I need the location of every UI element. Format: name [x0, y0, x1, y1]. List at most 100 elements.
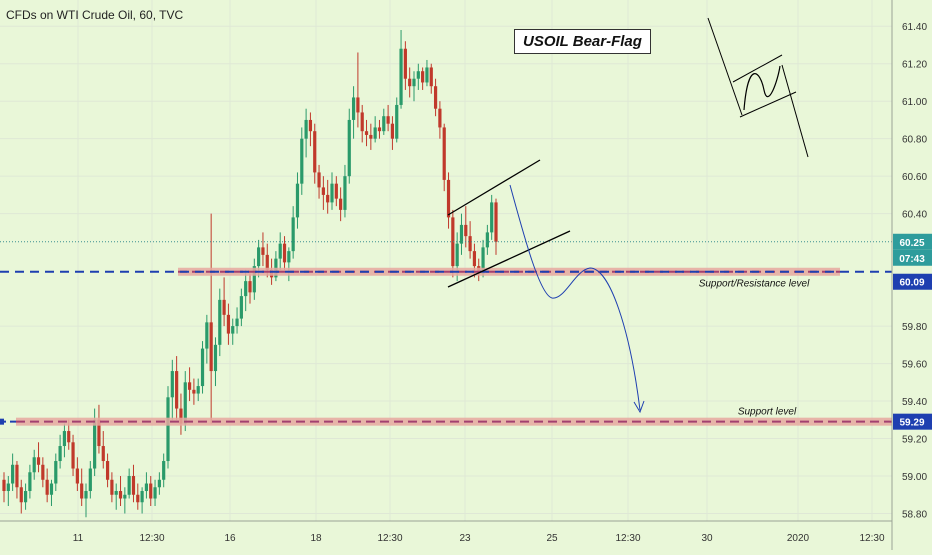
candle-body	[231, 326, 235, 334]
candle-body	[11, 464, 15, 484]
price-tick-label: 60.60	[902, 172, 927, 183]
candle-body	[15, 464, 19, 488]
candle-body	[455, 243, 459, 267]
candle-body	[330, 183, 334, 203]
candle-body	[6, 483, 10, 492]
candle-body	[421, 71, 425, 83]
candle-body	[343, 176, 347, 210]
candle-body	[278, 243, 282, 259]
last-price-tag-box	[893, 233, 932, 250]
countdown-tag: 07:43	[899, 254, 925, 265]
candle-body	[412, 78, 416, 87]
candle-body	[67, 431, 71, 443]
candle-body	[451, 217, 455, 267]
projected-path	[509, 184, 641, 411]
candle-body	[399, 48, 403, 105]
candle-body	[464, 224, 468, 237]
candle-body	[308, 119, 313, 132]
candle-body	[257, 247, 261, 267]
candle-body	[144, 483, 149, 492]
candle-body	[490, 202, 494, 233]
candle-body	[317, 172, 321, 188]
candle-body	[179, 408, 183, 424]
candle-body	[442, 127, 446, 180]
candle-body	[36, 457, 41, 465]
candle-body	[239, 296, 243, 319]
flag-lower-line	[447, 230, 571, 288]
price-tick-label: 59.00	[902, 472, 927, 483]
level-tag-60-09: 60.09	[899, 278, 924, 289]
time-tick-label: 23	[459, 533, 471, 544]
candle-body	[19, 487, 23, 503]
candle-body	[408, 78, 412, 87]
candle-body	[205, 322, 209, 349]
price-tick-label: 61.20	[902, 60, 927, 71]
time-tick-label: 11	[73, 533, 84, 544]
sketch-pole-left	[707, 17, 743, 116]
candle-body	[433, 86, 438, 109]
candle-body	[149, 483, 153, 499]
candle-body	[28, 472, 32, 492]
candle-body	[101, 446, 105, 462]
candle-body	[222, 299, 226, 315]
candle-body	[226, 314, 231, 334]
candle-body	[390, 123, 395, 139]
projected-arrowhead	[633, 400, 645, 414]
time-tick-label: 25	[546, 533, 558, 544]
candle-body	[425, 67, 429, 83]
candle-body	[162, 461, 166, 480]
candle-body	[187, 382, 192, 390]
candle-body	[23, 491, 28, 503]
candle-body	[153, 487, 157, 499]
annotation-title: USOIL Bear-Flag	[514, 29, 651, 54]
price-tick-label: 59.60	[902, 360, 927, 371]
candle-body	[287, 251, 291, 263]
candle-body	[429, 67, 433, 87]
price-tick-label: 61.00	[902, 97, 927, 108]
symbol-label: CFDs on WTI Crude Oil, 60, TVC	[6, 8, 184, 22]
candle-body	[157, 479, 161, 488]
time-tick-label: 12:30	[615, 533, 640, 544]
candle-body	[481, 247, 485, 274]
candle-body	[386, 116, 390, 124]
candle-body	[446, 179, 451, 218]
candle-body	[88, 468, 92, 492]
candle-body	[356, 97, 360, 113]
candle-body	[170, 371, 174, 398]
sketch-pole-right	[781, 64, 809, 158]
candle-body	[213, 344, 218, 372]
candle-body	[118, 491, 123, 499]
price-tick-label: 59.40	[902, 397, 927, 408]
candle-body	[360, 112, 364, 132]
candle-body	[54, 461, 58, 484]
flag-upper-line	[447, 159, 541, 216]
candle-body	[71, 442, 75, 469]
time-tick-label: 12:30	[377, 533, 402, 544]
candle-body	[45, 479, 49, 495]
level-tag-60-09-box	[893, 273, 932, 290]
price-tick-label: 60.80	[902, 135, 927, 146]
candle-body	[244, 281, 248, 297]
time-tick-label: 16	[224, 533, 236, 544]
candle-body	[347, 119, 351, 177]
price-tick-label: 59.80	[902, 322, 927, 333]
candle-body	[32, 457, 36, 473]
candle-body	[49, 483, 54, 495]
candle-body	[382, 116, 386, 132]
candle-body	[468, 236, 472, 252]
candle-body	[364, 131, 369, 135]
countdown-tag-box	[893, 249, 932, 266]
candle-body	[105, 461, 110, 480]
candle-body	[459, 224, 464, 244]
candle-body	[485, 232, 489, 248]
candle-body	[196, 386, 200, 394]
candle-body	[80, 483, 84, 499]
candle-body	[218, 299, 222, 345]
support-resistance-label: Support/Resistance level	[699, 279, 810, 290]
time-tick-label: 2020	[787, 533, 810, 544]
sketch-flag-top	[732, 54, 783, 83]
candle-body	[62, 431, 67, 447]
price-tick-label: 60.40	[902, 210, 927, 221]
last-price-tag: 60.25	[899, 238, 924, 249]
candle-body	[209, 322, 213, 372]
